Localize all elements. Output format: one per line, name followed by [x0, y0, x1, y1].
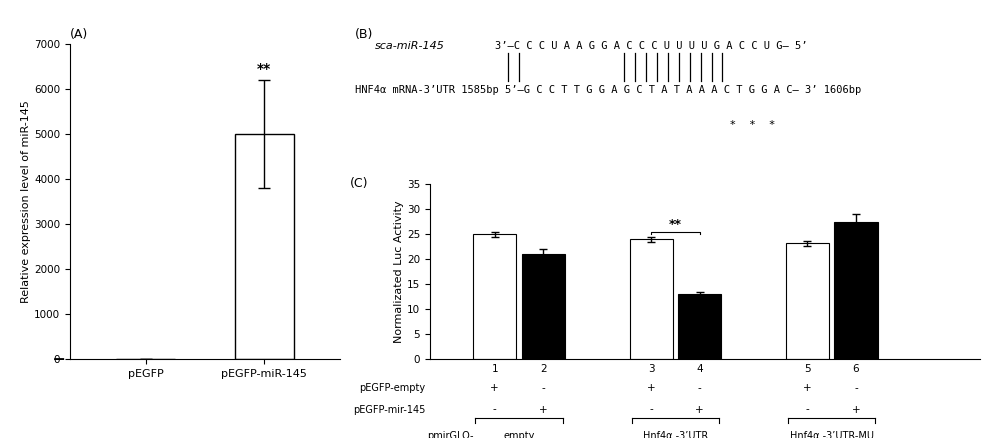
Text: *    *    *: * * *	[730, 120, 775, 130]
Text: **: **	[669, 218, 682, 231]
Text: empty: empty	[503, 431, 535, 438]
Text: +: +	[647, 383, 655, 392]
Y-axis label: Normalizated Luc Activity: Normalizated Luc Activity	[394, 200, 404, 343]
Text: HNF4α mRNA-3’UTR 1585bp 5’—G C C T T G G A G C T A T A A A C T G G A C— 3’ 1606b: HNF4α mRNA-3’UTR 1585bp 5’—G C C T T G G…	[355, 85, 861, 95]
Text: pEGFP-empty: pEGFP-empty	[359, 383, 425, 392]
Text: +: +	[852, 405, 860, 414]
Text: 3’—C C C U A A G G A C C C U U U U G A C C U G— 5’: 3’—C C C U A A G G A C C C U U U U G A C…	[495, 41, 808, 51]
Text: pmirGLO-: pmirGLO-	[427, 431, 473, 438]
Text: +: +	[490, 383, 499, 392]
Text: Hnf4α -3’UTR: Hnf4α -3’UTR	[643, 431, 708, 438]
Text: Hnf4α -3’UTR-MU: Hnf4α -3’UTR-MU	[790, 431, 874, 438]
Bar	[786, 243, 829, 359]
Text: -: -	[493, 405, 497, 414]
Text: (C): (C)	[350, 177, 368, 191]
Y-axis label: Relative expression level of miR-145: Relative expression level of miR-145	[21, 100, 31, 303]
Text: +: +	[695, 405, 704, 414]
Text: sca-miR-145: sca-miR-145	[375, 41, 445, 51]
Bar	[235, 134, 294, 359]
Text: -: -	[541, 383, 545, 392]
Text: -: -	[649, 405, 653, 414]
Text: (A): (A)	[70, 28, 88, 42]
Text: pEGFP-mir-145: pEGFP-mir-145	[353, 405, 425, 414]
Text: -: -	[854, 383, 858, 392]
Text: +: +	[539, 405, 548, 414]
Text: (B): (B)	[355, 28, 373, 42]
Bar	[678, 294, 721, 359]
Text: +: +	[803, 383, 812, 392]
Bar	[834, 222, 878, 359]
Text: -: -	[806, 405, 809, 414]
Text: **: **	[257, 62, 272, 76]
Bar	[473, 234, 516, 359]
Bar	[522, 254, 565, 359]
Bar	[630, 239, 673, 359]
Text: -: -	[698, 383, 701, 392]
